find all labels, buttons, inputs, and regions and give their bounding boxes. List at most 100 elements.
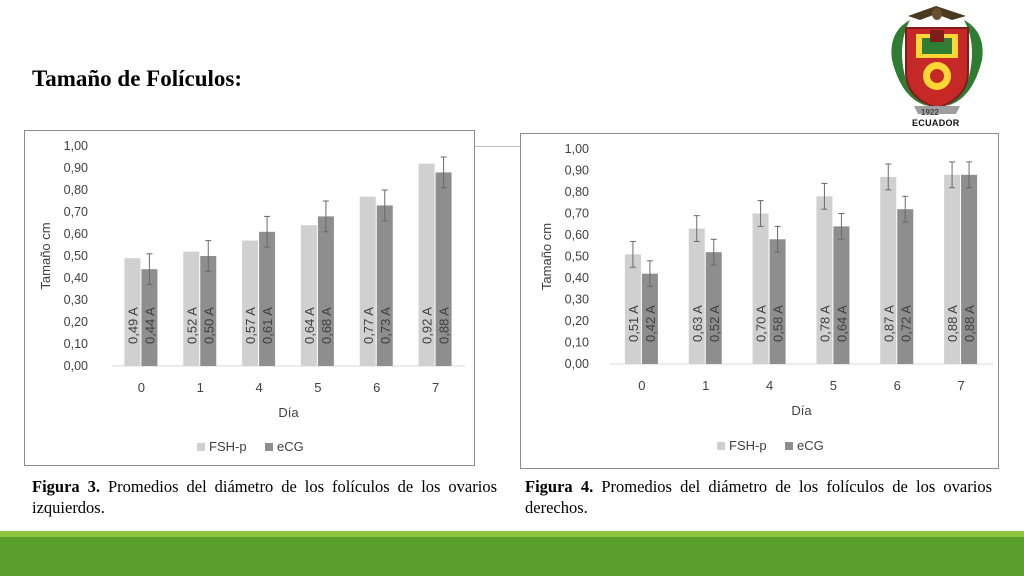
- figure-3-text: Promedios del diámetro de los folículos …: [32, 477, 497, 517]
- bar-ecg: [200, 256, 217, 366]
- x-tick-label: 6: [373, 380, 380, 395]
- y-tick-label: 0,70: [565, 207, 589, 221]
- data-label: 0,77 A: [361, 307, 376, 344]
- seal-year: 1922: [921, 108, 939, 117]
- y-tick-label: 1,00: [565, 142, 589, 156]
- bar-fshp: [816, 196, 833, 364]
- data-label: 0,78 A: [817, 305, 832, 342]
- bar-ecg: [833, 226, 850, 364]
- x-axis-title: Día: [278, 405, 299, 420]
- legend-label: FSH-p: [209, 439, 247, 454]
- university-seal-logo: 1922 ECUADOR: [878, 2, 996, 130]
- y-tick-label: 0,10: [565, 336, 589, 350]
- legend-label: eCG: [797, 438, 824, 453]
- data-label: 0,44 A: [142, 307, 157, 344]
- y-tick-label: 1,00: [64, 139, 88, 153]
- legend-swatch: [265, 443, 273, 451]
- bar-ecg: [259, 231, 276, 366]
- data-label: 0,63 A: [690, 305, 705, 342]
- x-tick-label: 0: [138, 380, 145, 395]
- data-label: 0,49 A: [125, 307, 140, 344]
- x-tick-label: 1: [702, 378, 709, 393]
- y-tick-label: 0,10: [64, 337, 88, 351]
- bar-fshp: [752, 213, 769, 364]
- x-tick-label: 4: [255, 380, 262, 395]
- legend-swatch: [197, 443, 205, 451]
- figure-3-caption: Figura 3. Promedios del diámetro de los …: [32, 476, 497, 518]
- bar-ecg: [897, 209, 914, 364]
- data-label: 0,61 A: [260, 307, 275, 344]
- y-tick-label: 0,40: [565, 271, 589, 285]
- data-label: 0,88 A: [437, 307, 452, 344]
- data-label: 0,57 A: [243, 307, 258, 344]
- bar-fshp: [944, 174, 961, 364]
- y-tick-label: 0,90: [565, 164, 589, 178]
- x-tick-label: 4: [766, 378, 773, 393]
- bar-fshp: [300, 225, 317, 366]
- x-tick-label: 5: [314, 380, 321, 395]
- data-label: 0,88 A: [962, 305, 977, 342]
- chart-right-svg: 0,00 0,10 0,20 0,30 0,40 0,50 0,60 0,70 0,80 0,90…: [539, 142, 993, 453]
- x-tick-label: 7: [957, 378, 964, 393]
- bar-fshp: [688, 228, 705, 364]
- legend-swatch: [785, 442, 793, 450]
- y-tick-label: 0,00: [64, 359, 88, 373]
- footer-band-dark: [0, 537, 1024, 576]
- data-label: 0,42 A: [643, 305, 658, 342]
- legend-label: eCG: [277, 439, 304, 454]
- data-label: 0,58 A: [771, 305, 786, 342]
- x-tick-label: 7: [432, 380, 439, 395]
- y-tick-label: 0,60: [64, 227, 88, 241]
- data-label: 0,70 A: [754, 305, 769, 342]
- bar-fshp: [183, 251, 200, 366]
- legend-label: FSH-p: [729, 438, 767, 453]
- slide-title: Tamaño de Folículos:: [32, 66, 243, 91]
- bar-fshp: [124, 258, 141, 366]
- figure-4-label: Figura 4.: [525, 477, 594, 496]
- bar-ecg: [376, 205, 393, 366]
- chart-right-ovaries: 0,00 0,10 0,20 0,30 0,40 0,50 0,60 0,70 0,80 0,90…: [520, 133, 999, 469]
- x-tick-label: 6: [894, 378, 901, 393]
- y-tick-label: 0,80: [565, 185, 589, 199]
- bar-fshp: [359, 196, 376, 366]
- y-tick-label: 0,50: [64, 249, 88, 263]
- bar-ecg: [317, 216, 334, 366]
- bar-ecg: [705, 252, 722, 364]
- y-tick-label: 0,20: [64, 315, 88, 329]
- bar-fshp: [624, 254, 641, 364]
- bar-fshp: [242, 240, 259, 366]
- y-tick-label: 0,30: [64, 293, 88, 307]
- x-tick-label: 1: [197, 380, 204, 395]
- y-axis-title: Tamaño cm: [38, 222, 53, 289]
- y-tick-label: 0,60: [565, 228, 589, 242]
- chart-left-svg: 0,00 0,10 0,20 0,30 0,40 0,50 0,60 0,70 0,80 0,90…: [38, 139, 465, 454]
- figure-4-caption: Figura 4. Promedios del diámetro de los …: [525, 476, 992, 518]
- figure-3-label: Figura 3.: [32, 477, 100, 496]
- data-label: 0,52 A: [707, 305, 722, 342]
- chart-left-ovaries: 0,00 0,10 0,20 0,30 0,40 0,50 0,60 0,70 0,80 0,90…: [24, 130, 475, 466]
- y-tick-label: 0,90: [64, 161, 88, 175]
- x-tick-label: 0: [638, 378, 645, 393]
- connector-line: [473, 146, 520, 147]
- bar-ecg: [141, 269, 158, 366]
- y-tick-label: 0,00: [565, 357, 589, 371]
- data-label: 0,73 A: [378, 307, 393, 344]
- data-label: 0,52 A: [184, 307, 199, 344]
- bar-ecg: [769, 239, 786, 364]
- legend-swatch: [717, 442, 725, 450]
- data-label: 0,50 A: [201, 307, 216, 344]
- x-axis-title: Día: [791, 403, 812, 418]
- data-label: 0,64 A: [302, 307, 317, 344]
- y-tick-label: 0,70: [64, 205, 88, 219]
- y-tick-label: 0,80: [64, 183, 88, 197]
- y-tick-label: 0,50: [565, 250, 589, 264]
- data-label: 0,72 A: [898, 305, 913, 342]
- bar-ecg: [961, 174, 978, 364]
- y-tick-label: 0,40: [64, 271, 88, 285]
- data-label: 0,68 A: [319, 307, 334, 344]
- data-label: 0,92 A: [420, 307, 435, 344]
- seal-country: ECUADOR: [912, 118, 960, 128]
- seal-graphic: [891, 6, 983, 114]
- bar-ecg: [435, 172, 452, 366]
- footer-band-light: [0, 531, 1024, 537]
